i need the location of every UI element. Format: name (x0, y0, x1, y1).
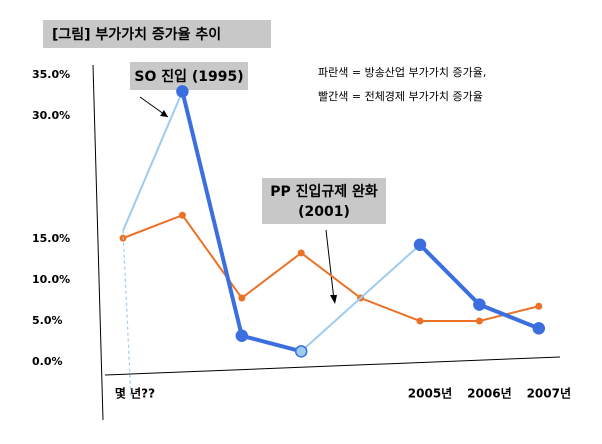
point (535, 302, 543, 310)
point (176, 85, 189, 98)
y-tick-label: 35.0% (32, 68, 70, 81)
y-tick-label: 0.0% (32, 355, 63, 368)
chart-title: [그림] 부가가치 증가율 추이 (52, 26, 221, 43)
annotation: (2001) (298, 204, 350, 220)
point (238, 294, 246, 302)
point (235, 329, 249, 343)
point (532, 322, 546, 335)
x-tick-label: 2007년 (527, 387, 571, 401)
line-segment (241, 333, 302, 354)
point (473, 298, 486, 311)
x-axis (104, 356, 561, 376)
annotation-box (262, 178, 386, 224)
y-tick-label: 5.0% (32, 314, 63, 327)
line-segment (478, 302, 540, 331)
line-segment (122, 91, 184, 232)
point (297, 249, 305, 257)
y-axis (92, 64, 104, 421)
legend-note: 빨간색 = 전체경제 부가가치 증가율 (318, 90, 483, 103)
point (416, 317, 424, 325)
point (413, 238, 427, 251)
x-tick-label: 몇 년?? (115, 386, 155, 401)
line-segment (300, 243, 421, 353)
legend-note: 파란색 = 방송산업 부가가치 증가율, (318, 66, 486, 79)
point (178, 211, 186, 219)
y-tick-label: 15.0% (32, 232, 70, 245)
x-tick-label: 2006년 (467, 387, 511, 401)
annotation: SO 진입 (1995) (134, 68, 243, 85)
title-box (43, 20, 271, 48)
arrow (325, 229, 335, 301)
drop-line (122, 230, 132, 399)
line (122, 214, 540, 322)
line-segment (180, 90, 244, 337)
annotation: PP 진입규제 완화 (270, 183, 378, 200)
annotation-box (130, 62, 248, 90)
arrow-head (160, 110, 168, 117)
arrow-head (330, 295, 337, 304)
y-tick-label: 30.0% (32, 109, 70, 122)
x-tick-label: 2005년 (408, 387, 452, 401)
point (475, 317, 483, 325)
point (294, 345, 308, 358)
line-segment (418, 243, 481, 307)
y-tick-label: 10.0% (32, 273, 70, 286)
